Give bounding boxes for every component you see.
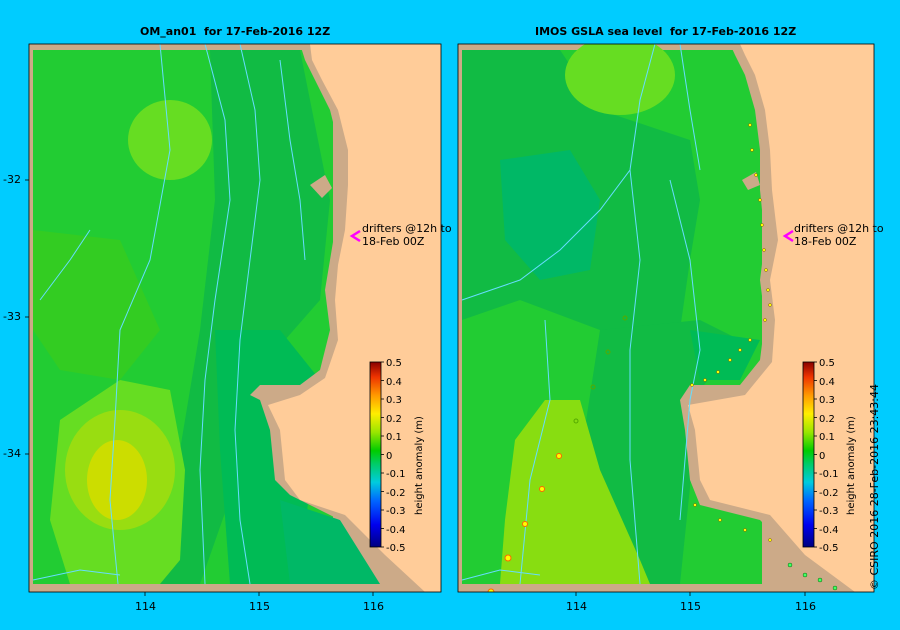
panel-title-left: OM_an01 for 17-Feb-2016 12Z	[140, 25, 331, 38]
left-panel-frame	[28, 43, 442, 593]
panel-title-right: IMOS GSLA sea level for 17-Feb-2016 12Z	[535, 25, 797, 38]
colorbar-left-ticks: 0.5 0.4 0.3 0.2 0.1 0 -0.1 -0.2 -0.3 -0.4 -0.5	[386, 358, 406, 554]
left-map-panel	[29, 44, 441, 592]
drifter-marker-right	[782, 229, 794, 243]
right-panel-frame	[457, 43, 875, 593]
lon-label: 116	[795, 600, 816, 613]
lon-label: 114	[566, 600, 587, 613]
drifter-annotation-right: drifters @12h to 18-Feb 00Z	[794, 222, 884, 248]
right-map-panel	[458, 44, 874, 592]
lon-label: 114	[135, 600, 156, 613]
lat-label: -33	[3, 310, 21, 323]
lat-label: -34	[3, 447, 21, 460]
lon-label: 115	[249, 600, 270, 613]
colorbar-right	[802, 361, 817, 548]
colorbar-right-ticks: 0.5 0.4 0.3 0.2 0.1 0 -0.1 -0.2 -0.3 -0.4 -0.5	[819, 358, 839, 554]
float-circles	[487, 453, 562, 592]
colorbar-right-label: height anomaly (m)	[846, 416, 857, 515]
drifter-annotation-left: drifters @12h to 18-Feb 00Z	[362, 222, 452, 248]
colorbar-left-label: height anomaly (m)	[414, 416, 425, 515]
colorbar-left	[369, 361, 384, 548]
lon-label: 115	[680, 600, 701, 613]
lon-label: 116	[363, 600, 384, 613]
drifter-points	[690, 123, 772, 542]
credit-text: © CSIRO 2016 28-Feb-2016 23:43:44	[868, 384, 881, 590]
lat-label: -32	[3, 173, 21, 186]
drifter-marker-left	[349, 229, 361, 243]
